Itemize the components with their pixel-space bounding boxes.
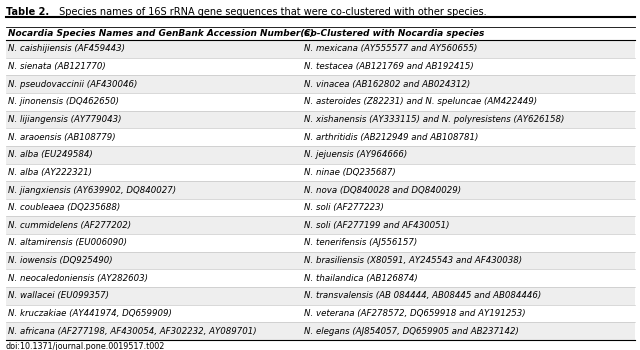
Bar — [6, 252, 635, 270]
Text: N. thailandica (AB126874): N. thailandica (AB126874) — [305, 274, 418, 283]
Text: N. tenerifensis (AJ556157): N. tenerifensis (AJ556157) — [305, 238, 418, 247]
Text: N. soli (AF277199 and AF430051): N. soli (AF277199 and AF430051) — [305, 221, 450, 230]
Bar — [6, 322, 635, 340]
Bar — [6, 199, 635, 216]
Text: N. xishanensis (AY333115) and N. polyresistens (AY626158): N. xishanensis (AY333115) and N. polyres… — [305, 115, 564, 124]
Text: N. lijiangensis (AY779043): N. lijiangensis (AY779043) — [8, 115, 122, 124]
Text: N. nova (DQ840028 and DQ840029): N. nova (DQ840028 and DQ840029) — [305, 186, 461, 195]
Bar — [6, 128, 635, 146]
Text: N. asteroides (Z82231) and N. speluncae (AM422449): N. asteroides (Z82231) and N. speluncae … — [305, 97, 538, 106]
Bar — [6, 216, 635, 234]
Bar — [6, 93, 635, 111]
Text: N. mexicana (AY555577 and AY560655): N. mexicana (AY555577 and AY560655) — [305, 44, 477, 53]
Text: N. jiangxiensis (AY639902, DQ840027): N. jiangxiensis (AY639902, DQ840027) — [8, 186, 176, 195]
Text: N. transvalensis (AB 084444, AB08445 and AB084446): N. transvalensis (AB 084444, AB08445 and… — [305, 292, 541, 300]
Bar — [6, 305, 635, 322]
Bar — [6, 287, 635, 305]
Text: N. testacea (AB121769 and AB192415): N. testacea (AB121769 and AB192415) — [305, 62, 474, 71]
Text: Nocardia Species Names and GenBank Accession Number(s): Nocardia Species Names and GenBank Acces… — [8, 29, 314, 38]
Text: N. jejuensis (AY964666): N. jejuensis (AY964666) — [305, 150, 408, 159]
Text: N. kruczakiae (AY441974, DQ659909): N. kruczakiae (AY441974, DQ659909) — [8, 309, 172, 318]
Text: N. araoensis (AB108779): N. araoensis (AB108779) — [8, 133, 116, 141]
Text: N. neocaledoniensis (AY282603): N. neocaledoniensis (AY282603) — [8, 274, 148, 283]
Bar — [6, 75, 635, 93]
Text: N. wallacei (EU099357): N. wallacei (EU099357) — [8, 292, 109, 300]
Bar — [6, 270, 635, 287]
Text: N. altamirensis (EU006090): N. altamirensis (EU006090) — [8, 238, 127, 247]
Bar — [6, 163, 635, 181]
Text: N. ninae (DQ235687): N. ninae (DQ235687) — [305, 168, 396, 177]
Text: N. alba (AY222321): N. alba (AY222321) — [8, 168, 92, 177]
Bar — [6, 58, 635, 75]
Text: N. sienata (AB121770): N. sienata (AB121770) — [8, 62, 106, 71]
Text: N. elegans (AJ854057, DQ659905 and AB237142): N. elegans (AJ854057, DQ659905 and AB237… — [305, 327, 519, 336]
Text: N. pseudovaccinii (AF430046): N. pseudovaccinii (AF430046) — [8, 79, 138, 89]
Bar — [6, 146, 635, 163]
Text: doi:10.1371/journal.pone.0019517.t002: doi:10.1371/journal.pone.0019517.t002 — [6, 342, 165, 350]
Text: Species names of 16S rRNA gene sequences that were co-clustered with other speci: Species names of 16S rRNA gene sequences… — [56, 7, 486, 17]
Text: N. coubleaea (DQ235688): N. coubleaea (DQ235688) — [8, 203, 120, 212]
Text: N. cummidelens (AF277202): N. cummidelens (AF277202) — [8, 221, 131, 230]
Text: N. iowensis (DQ925490): N. iowensis (DQ925490) — [8, 256, 113, 265]
Text: Co-Clustered with Nocardia species: Co-Clustered with Nocardia species — [305, 29, 484, 38]
Text: N. arthritidis (AB212949 and AB108781): N. arthritidis (AB212949 and AB108781) — [305, 133, 479, 141]
Text: N. jinonensis (DQ462650): N. jinonensis (DQ462650) — [8, 97, 119, 106]
Text: N. brasiliensis (X80591, AY245543 and AF430038): N. brasiliensis (X80591, AY245543 and AF… — [305, 256, 522, 265]
Text: Table 2.: Table 2. — [6, 7, 49, 17]
Text: N. caishijiensis (AF459443): N. caishijiensis (AF459443) — [8, 44, 125, 53]
Text: N. alba (EU249584): N. alba (EU249584) — [8, 150, 93, 159]
Bar — [6, 40, 635, 58]
Bar — [6, 234, 635, 252]
Text: N. africana (AF277198, AF430054, AF302232, AY089701): N. africana (AF277198, AF430054, AF30223… — [8, 327, 257, 336]
Text: N. vinacea (AB162802 and AB024312): N. vinacea (AB162802 and AB024312) — [305, 79, 470, 89]
Bar — [6, 181, 635, 199]
Text: N. soli (AF277223): N. soli (AF277223) — [305, 203, 384, 212]
Bar — [6, 111, 635, 128]
Text: N. veterana (AF278572, DQ659918 and AY191253): N. veterana (AF278572, DQ659918 and AY19… — [305, 309, 526, 318]
